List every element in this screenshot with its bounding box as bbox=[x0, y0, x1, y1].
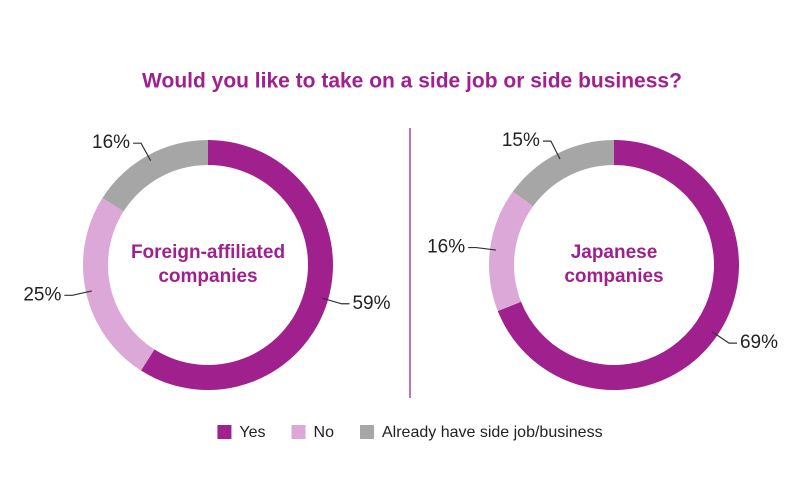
leader-line bbox=[712, 331, 737, 344]
leader-line bbox=[542, 140, 561, 160]
legend-label: Yes bbox=[239, 424, 265, 441]
data-label: 59% bbox=[352, 293, 390, 314]
leader-line bbox=[133, 142, 152, 162]
slice bbox=[512, 140, 614, 207]
slice bbox=[489, 191, 534, 312]
chart-title: Would you like to take on a side job or … bbox=[142, 70, 682, 93]
legend: Yes No Already have side job/business bbox=[217, 424, 603, 441]
slice bbox=[141, 140, 333, 390]
center-label: Foreign-affiliated companies bbox=[131, 242, 285, 287]
data-label: 25% bbox=[23, 284, 61, 305]
data-label: 69% bbox=[740, 332, 778, 353]
leader-line bbox=[468, 246, 497, 251]
legend-label: Already have side job/business bbox=[382, 424, 603, 441]
legend-swatch bbox=[291, 425, 306, 439]
data-label: 16% bbox=[92, 132, 130, 153]
leader-line bbox=[64, 290, 92, 296]
data-label: 15% bbox=[502, 130, 540, 151]
legend-swatch bbox=[217, 425, 232, 439]
leader-line bbox=[322, 297, 350, 305]
legend-swatch bbox=[359, 425, 374, 439]
legend-label: No bbox=[314, 424, 335, 441]
data-label: 16% bbox=[427, 237, 465, 258]
slice bbox=[102, 140, 208, 212]
slice bbox=[83, 198, 155, 371]
center-label: Japanese companies bbox=[564, 242, 663, 287]
